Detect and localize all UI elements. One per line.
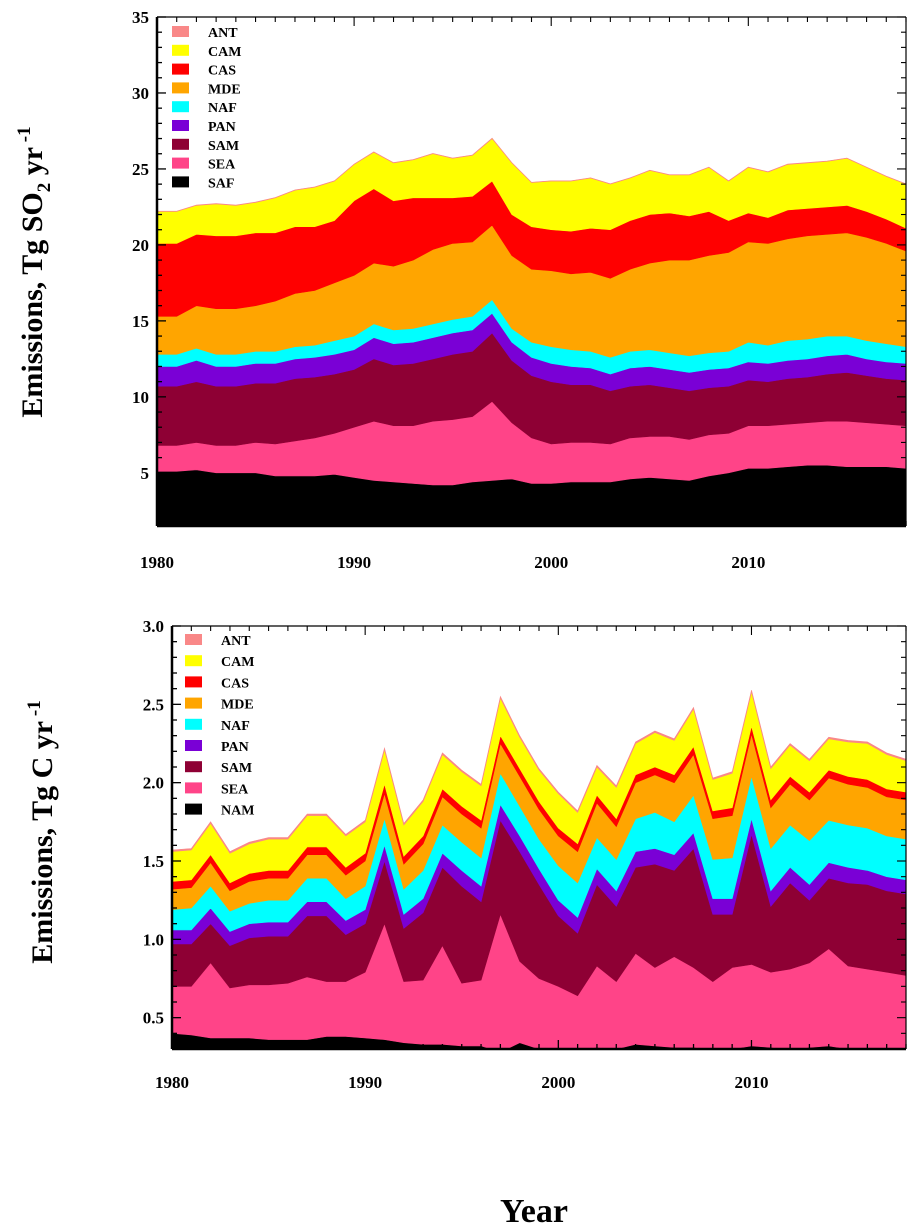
legend-swatch-sam <box>185 761 202 773</box>
legend-swatch-cas <box>185 676 202 688</box>
legend-swatch-nam <box>185 803 202 815</box>
x-tick-label: 2000 <box>534 553 568 572</box>
y-tick-label: 20 <box>132 236 149 255</box>
legend-swatch-cas <box>172 63 189 75</box>
y-tick-label: 0.5 <box>143 1009 164 1028</box>
legend-swatch-ant <box>185 634 202 645</box>
x-tick-label: 1990 <box>348 1073 382 1092</box>
stacked-areas <box>172 690 906 1049</box>
legend-label-ant: ANT <box>208 26 238 41</box>
x-tick-label: 2000 <box>541 1073 575 1092</box>
legend-label-cam: CAM <box>208 45 241 60</box>
y-tick-label: 3.0 <box>143 617 164 636</box>
y-tick-label: 1.0 <box>143 930 164 949</box>
y-tick-label: 15 <box>132 312 149 331</box>
legend-swatch-mde <box>185 697 202 709</box>
legend-label-saf: SAF <box>208 176 234 191</box>
carbon-emissions-chart: 1980 1990 2000 2010 0.5 1.0 1.5 2.0 2.5 3.0 Emissi… <box>24 617 907 1229</box>
x-tick-label: 2010 <box>731 553 765 572</box>
legend-label-sam: SAM <box>221 761 252 776</box>
stacked-areas <box>157 137 906 526</box>
legend-swatch-cam <box>172 44 189 56</box>
legend-label-naf: NAF <box>221 719 250 734</box>
y-axis-label: Emissions, Tg SO2 yr -1 <box>14 126 55 417</box>
legend-swatch-naf <box>185 718 202 730</box>
x-axis-title: Year <box>500 1193 568 1229</box>
legend-label-nam: NAM <box>221 804 254 819</box>
legend-label-sea: SEA <box>221 782 249 797</box>
legend-swatch-pan <box>172 120 189 131</box>
y-tick-label: 30 <box>132 84 149 103</box>
legend-swatch-cam <box>185 655 202 667</box>
legend-label-cas: CAS <box>208 64 236 79</box>
x-tick-label: 1980 <box>140 553 174 572</box>
legend-swatch-mde <box>172 82 189 94</box>
legend-swatch-naf <box>172 101 189 113</box>
legend-label-cam: CAM <box>221 655 254 670</box>
legend-label-ant: ANT <box>221 634 251 649</box>
legend-swatch-sea <box>185 782 202 794</box>
area-series-ant <box>172 690 906 854</box>
y-tick-label: 1.5 <box>143 852 164 871</box>
y-tick-label: 25 <box>132 160 149 179</box>
legend-label-pan: PAN <box>208 120 236 135</box>
y-tick-label: 35 <box>132 8 149 27</box>
legend-label-cas: CAS <box>221 676 249 691</box>
x-tick-label: 1980 <box>155 1073 189 1092</box>
legend-swatch-sam <box>172 138 189 150</box>
legend-label-mde: MDE <box>221 698 254 713</box>
legend-label-pan: PAN <box>221 740 249 755</box>
so2-emissions-chart: 1980 1990 2000 2010 5 10 15 20 25 30 35 Emissions, … <box>14 8 907 572</box>
y-tick-label: 2.5 <box>143 695 164 714</box>
legend-swatch-sea <box>172 157 189 169</box>
legend-label-mde: MDE <box>208 82 241 97</box>
legend-label-naf: NAF <box>208 101 237 116</box>
area-series-ant <box>157 137 906 212</box>
legend-label-sam: SAM <box>208 139 239 154</box>
y-axis-label: Emissions, Tg C yr -1 <box>24 700 59 963</box>
x-tick-label: 1990 <box>337 553 371 572</box>
legend-swatch-saf <box>172 176 189 188</box>
y-tick-label: 5 <box>141 464 150 483</box>
legend-swatch-pan <box>185 740 202 751</box>
legend: ANT CAM CAS MDE NAF PAN SAM SEA NAM <box>185 634 254 819</box>
y-tick-label: 10 <box>132 388 149 407</box>
legend: ANT CAM CAS MDE NAF PAN SAM SEA SAF <box>172 26 241 191</box>
x-tick-label: 2010 <box>734 1073 768 1092</box>
legend-swatch-ant <box>172 26 189 37</box>
y-tick-label: 2.0 <box>143 774 164 793</box>
legend-label-sea: SEA <box>208 158 236 173</box>
